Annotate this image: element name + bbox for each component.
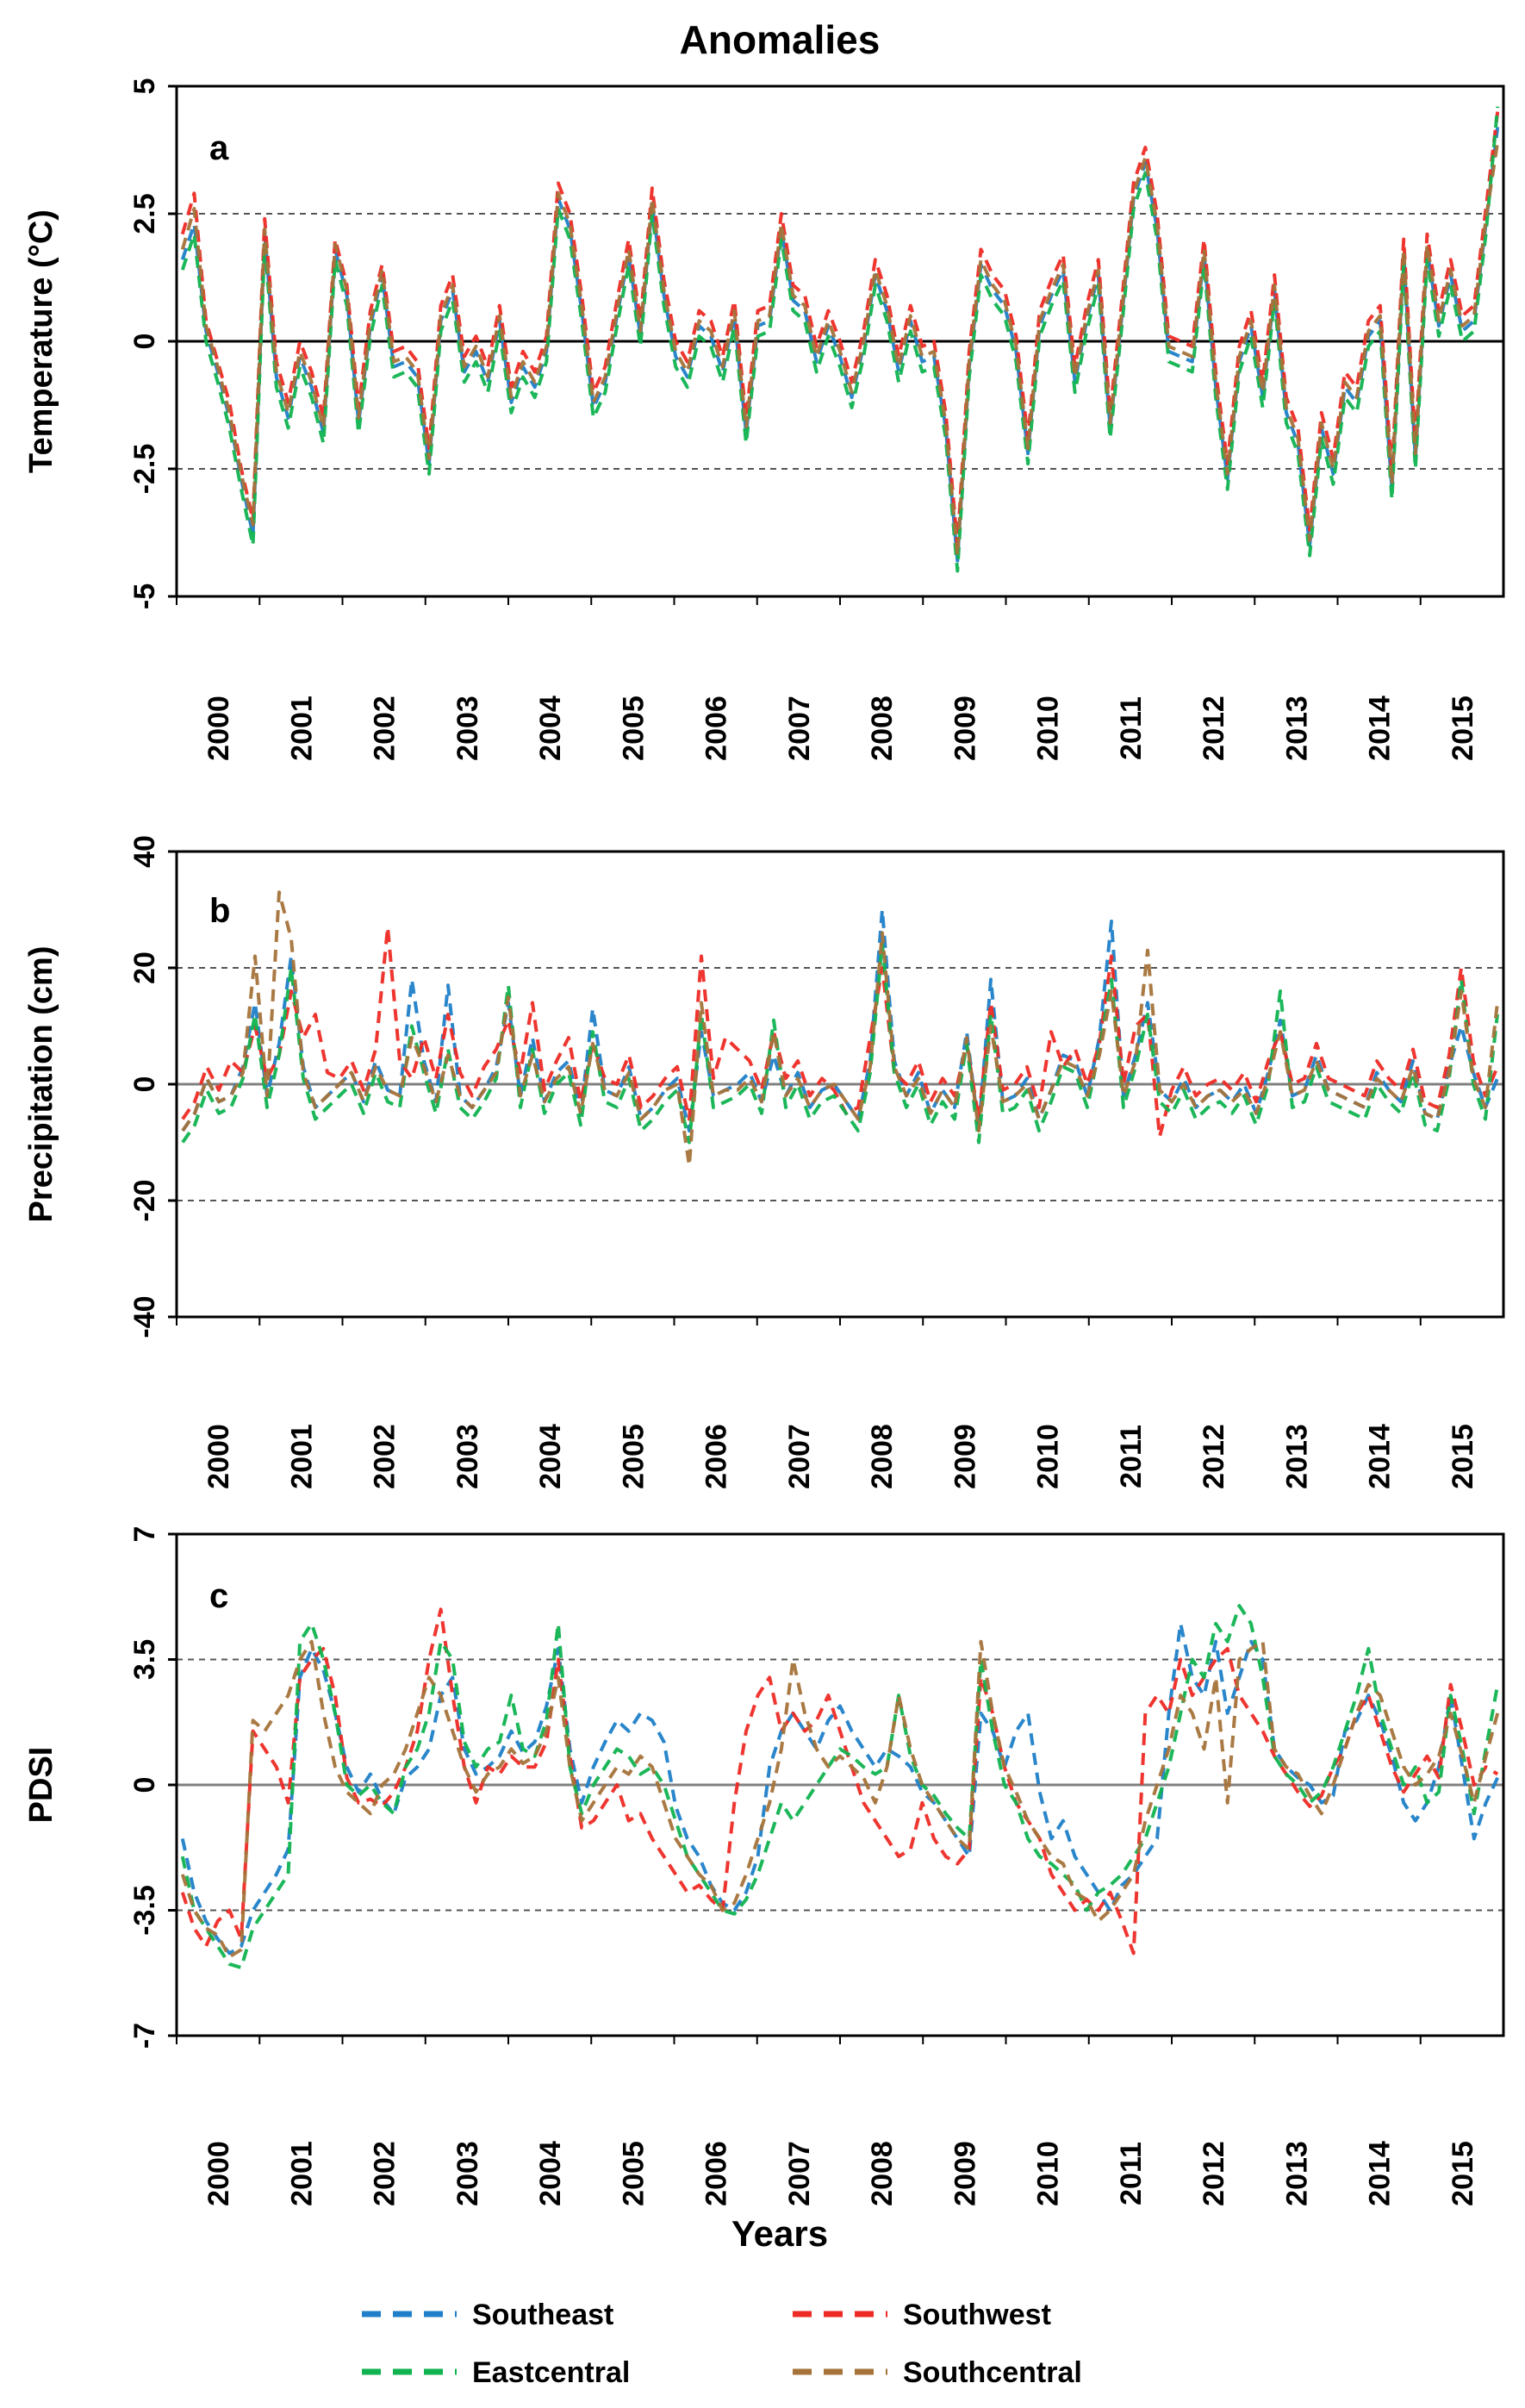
- x-tick-label: 2009: [949, 1424, 981, 1489]
- x-tick-label: 2007: [783, 1424, 816, 1489]
- x-tick-label: 2003: [451, 2141, 484, 2206]
- x-tick-label: 2011: [1115, 696, 1148, 760]
- panel-letter: a: [209, 129, 229, 167]
- x-tick-label: 2006: [700, 2141, 733, 2206]
- series-line-a-southcentral: [180, 141, 1500, 558]
- x-tick-label: 2000: [202, 1424, 235, 1489]
- series-line-c-eastcentral: [180, 1604, 1500, 1969]
- x-tick-label: 2000: [202, 696, 235, 761]
- x-tick-label: 2006: [700, 1424, 733, 1489]
- y-tick-label: -2.5: [128, 444, 161, 495]
- x-tick-label: 2001: [285, 696, 318, 761]
- legend-label-southeast: Southeast: [472, 2299, 613, 2331]
- x-tick-label: 2000: [202, 2141, 235, 2206]
- x-tick-label: 2010: [1032, 696, 1065, 761]
- x-tick-label: 2014: [1364, 696, 1397, 761]
- y-tick-label: 3.5: [128, 1639, 161, 1680]
- x-tick-label: 2002: [369, 696, 401, 761]
- legend-item-eastcentral: Eastcentral: [362, 2356, 630, 2389]
- series-line-c-southeast: [180, 1621, 1500, 1956]
- legend-item-southwest: Southwest: [793, 2299, 1051, 2331]
- series-line-c-southcentral: [180, 1639, 1500, 1959]
- x-tick-label: 2005: [617, 696, 650, 761]
- x-tick-label: 2003: [451, 696, 484, 761]
- x-tick-label: 2012: [1198, 1424, 1230, 1489]
- x-tick-label: 2015: [1447, 696, 1479, 761]
- legend-label-southwest: Southwest: [903, 2299, 1051, 2331]
- x-tick-label: 2011: [1115, 1425, 1148, 1488]
- x-tick-label: 2011: [1115, 2142, 1148, 2205]
- x-tick-label: 2001: [285, 1424, 318, 1489]
- panel-letter: c: [209, 1577, 228, 1615]
- y-tick-label: -40: [128, 1295, 161, 1338]
- x-tick-label: 2008: [866, 1424, 899, 1489]
- panel-letter: b: [209, 892, 230, 930]
- x-tick-label: 2010: [1032, 2141, 1065, 2206]
- y-tick-label: -20: [128, 1179, 161, 1221]
- y-tick-label: 0: [128, 1076, 161, 1093]
- panel-b-precipitation: -40 -20 0 20 40 2000 2001 2002 2003 2004 2005 2006 2…: [23, 835, 1505, 1489]
- y-tick-label: 20: [128, 951, 161, 984]
- series-line-b-southcentral: [181, 890, 1499, 1168]
- x-tick-label: 2014: [1364, 2141, 1397, 2206]
- y-axis-label: Temperature (°C): [23, 209, 59, 473]
- x-tick-label: 2008: [866, 696, 899, 761]
- y-tick-label: 5: [128, 78, 161, 95]
- figure-title: Anomalies: [680, 17, 881, 62]
- y-tick-label: 0: [128, 334, 161, 350]
- series-line-b-southeast: [181, 908, 1499, 1132]
- y-tick-label: 2.5: [128, 193, 161, 234]
- panel-a-temperature: -5 -2.5 0 2.5 5 2000 2001 2002 2003 2004 2005 2006 2…: [23, 78, 1505, 761]
- x-tick-label: 2012: [1198, 2141, 1230, 2206]
- series-line-b-eastcentral: [181, 943, 1499, 1145]
- legend: Southeast Southwest Eastcentral Southcen…: [362, 2299, 1082, 2389]
- legend-label-southcentral: Southcentral: [903, 2356, 1082, 2389]
- x-tick-label: 2009: [949, 696, 981, 761]
- x-tick-label: 2009: [949, 2141, 981, 2206]
- x-tick-label: 2013: [1280, 696, 1313, 761]
- x-tick-label: 2013: [1280, 2141, 1313, 2206]
- x-tick-label: 2010: [1032, 1424, 1065, 1489]
- x-tick-label: 2014: [1364, 1424, 1397, 1489]
- x-tick-label: 2007: [783, 2141, 816, 2206]
- x-tick-label: 2002: [369, 2141, 401, 2206]
- series-line-a-southwest: [180, 111, 1500, 547]
- legend-item-southeast: Southeast: [362, 2299, 613, 2331]
- y-tick-label: 7: [128, 1526, 161, 1543]
- series-line-a-southeast: [180, 127, 1500, 563]
- x-tick-label: 2015: [1447, 2141, 1479, 2206]
- y-tick-label: -5: [128, 583, 161, 609]
- x-tick-label: 2004: [534, 2141, 567, 2206]
- panel-c-pdsi: -7 -3.5 0 3.5 7 2000 2001 2002 2003 2004 2005 2006 2…: [23, 1526, 1505, 2206]
- y-tick-label: -7: [128, 2023, 161, 2049]
- legend-label-eastcentral: Eastcentral: [472, 2356, 630, 2389]
- x-tick-label: 2012: [1198, 696, 1230, 761]
- series-line-c-southwest: [180, 1607, 1499, 1956]
- x-tick-label: 2005: [617, 2141, 650, 2206]
- legend-item-southcentral: Southcentral: [793, 2356, 1082, 2389]
- x-tick-label: 2003: [451, 1424, 484, 1489]
- x-tick-label: 2013: [1280, 1424, 1313, 1489]
- x-axis-label: Years: [731, 2213, 828, 2254]
- x-tick-label: 2001: [285, 2141, 318, 2206]
- y-tick-label: 0: [128, 1777, 161, 1794]
- x-tick-label: 2005: [617, 1424, 650, 1489]
- y-axis-label: Precipitation (cm): [23, 946, 59, 1223]
- x-tick-label: 2004: [534, 696, 567, 761]
- x-tick-label: 2007: [783, 696, 816, 761]
- y-axis-label: PDSI: [23, 1747, 59, 1824]
- x-tick-label: 2004: [534, 1424, 567, 1489]
- x-tick-label: 2002: [369, 1424, 401, 1489]
- y-tick-label: -3.5: [128, 1885, 161, 1936]
- x-tick-label: 2006: [700, 696, 733, 761]
- x-tick-label: 2008: [866, 2141, 899, 2206]
- x-tick-label: 2015: [1447, 1424, 1479, 1489]
- y-tick-label: 40: [128, 835, 161, 868]
